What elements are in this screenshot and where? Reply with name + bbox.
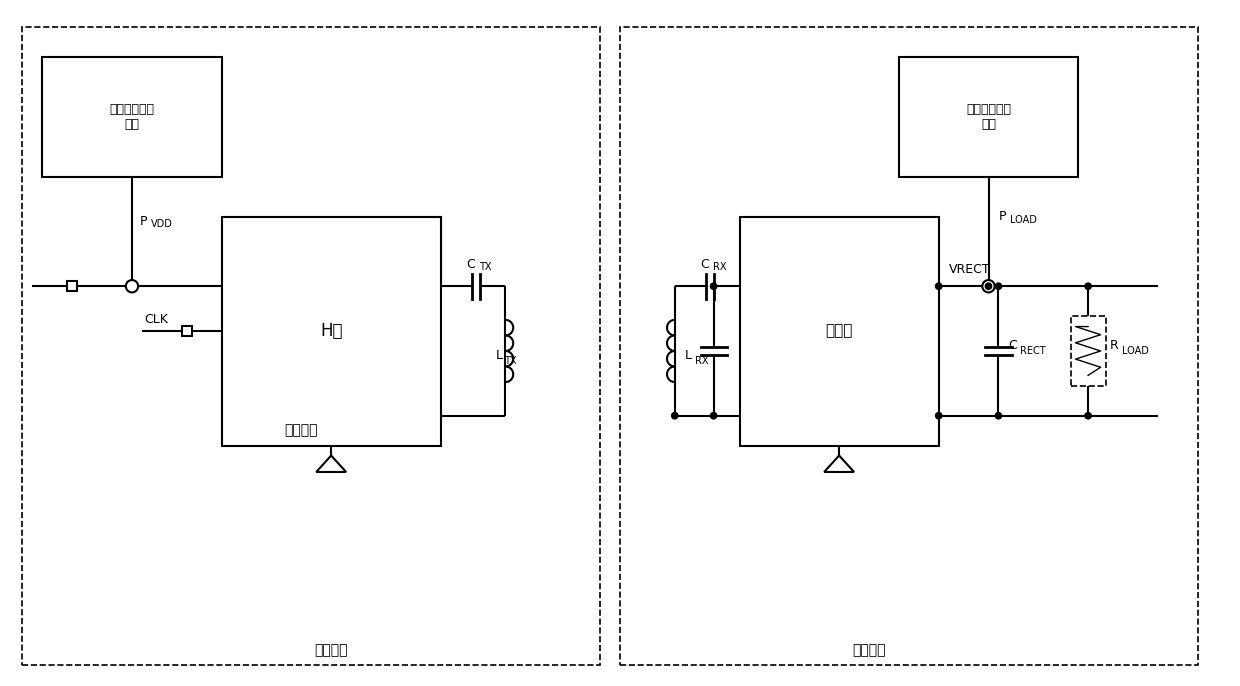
Text: TX: TX bbox=[505, 356, 517, 366]
Text: TX: TX bbox=[479, 262, 491, 272]
Bar bbox=[1070, 316, 1106, 386]
Text: L: L bbox=[684, 349, 692, 362]
Polygon shape bbox=[825, 456, 854, 472]
Bar bbox=[42, 57, 222, 177]
Circle shape bbox=[982, 280, 994, 292]
Text: P: P bbox=[140, 215, 148, 228]
Bar bbox=[67, 281, 77, 292]
Text: 充电终端: 充电终端 bbox=[315, 643, 348, 657]
Bar bbox=[620, 27, 1198, 665]
Bar bbox=[22, 27, 600, 665]
Circle shape bbox=[711, 283, 717, 289]
Text: RX: RX bbox=[713, 262, 727, 272]
Bar bbox=[222, 217, 440, 446]
Circle shape bbox=[711, 412, 717, 419]
Text: VRECT: VRECT bbox=[949, 263, 991, 276]
Text: H桥: H桥 bbox=[320, 322, 342, 340]
Bar bbox=[182, 326, 192, 336]
Text: LOAD: LOAD bbox=[1122, 346, 1148, 356]
Circle shape bbox=[1085, 412, 1091, 419]
Text: R: R bbox=[1110, 340, 1118, 353]
Text: L: L bbox=[496, 349, 502, 362]
Circle shape bbox=[986, 283, 992, 289]
Text: 整流桥: 整流桥 bbox=[826, 324, 853, 339]
Text: P: P bbox=[998, 210, 1006, 223]
Circle shape bbox=[672, 412, 678, 419]
Circle shape bbox=[996, 412, 1002, 419]
Text: C: C bbox=[701, 258, 709, 271]
Circle shape bbox=[935, 412, 942, 419]
Text: 充电终端: 充电终端 bbox=[284, 424, 317, 438]
Text: 第一功率检测
模块: 第一功率检测 模块 bbox=[109, 103, 155, 131]
Circle shape bbox=[125, 280, 138, 292]
Text: CLK: CLK bbox=[144, 313, 167, 326]
Circle shape bbox=[1085, 283, 1091, 289]
Text: 第二功率检测
模块: 第二功率检测 模块 bbox=[966, 103, 1011, 131]
Text: C: C bbox=[466, 258, 475, 271]
Bar bbox=[739, 217, 939, 446]
Text: VDD: VDD bbox=[151, 220, 172, 230]
Circle shape bbox=[935, 283, 942, 289]
Text: C: C bbox=[1008, 340, 1017, 353]
Bar bbox=[899, 57, 1078, 177]
Polygon shape bbox=[316, 456, 346, 472]
Text: LOAD: LOAD bbox=[1011, 215, 1038, 224]
Text: RECT: RECT bbox=[1021, 346, 1047, 356]
Text: RX: RX bbox=[694, 356, 708, 366]
Text: 移动终端: 移动终端 bbox=[852, 643, 885, 657]
Circle shape bbox=[996, 283, 1002, 289]
